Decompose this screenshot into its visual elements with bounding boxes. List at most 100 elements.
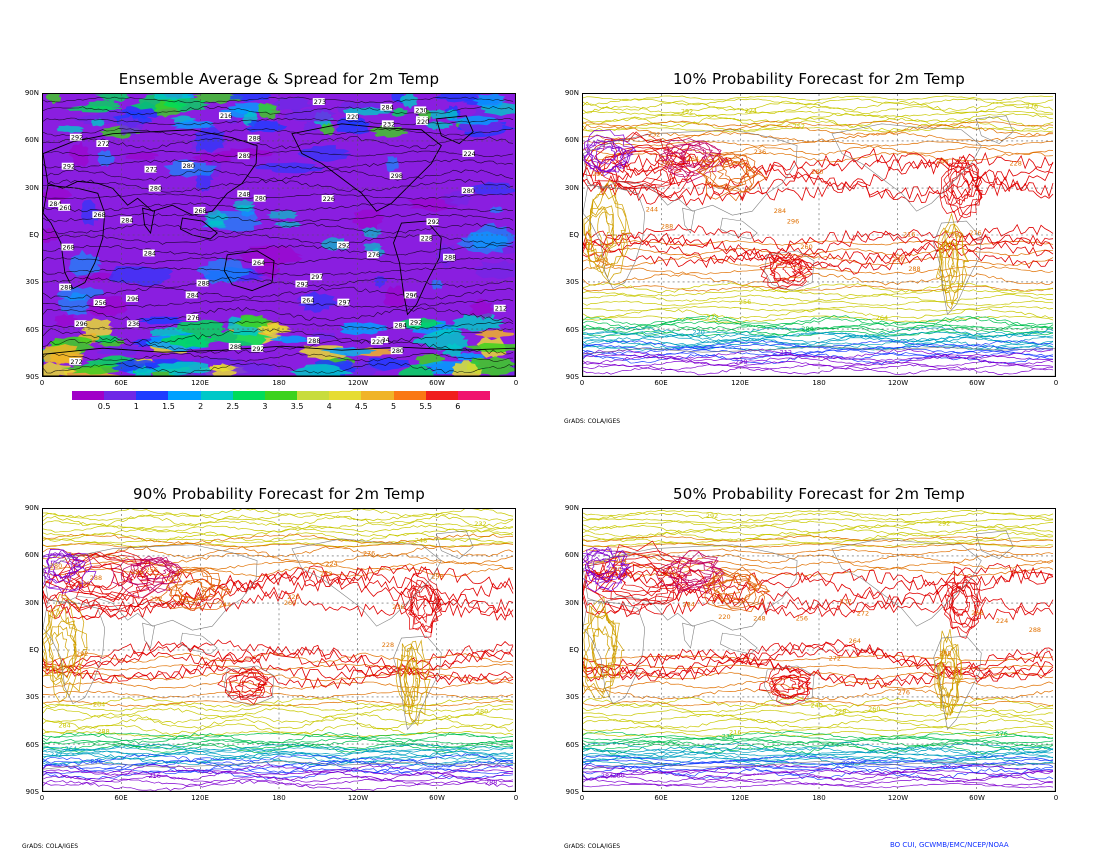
colorbar-swatch — [297, 391, 330, 400]
p50-forecast-map: 276 272 280 288 296 292 288 284 280 276 292 284 276 2… — [582, 508, 1056, 792]
svg-text:280: 280 — [150, 185, 162, 193]
contour-label: 232 — [474, 520, 486, 528]
contour-label: 280 — [181, 162, 195, 170]
contour-label: 280 — [609, 565, 621, 573]
contour-label: 260 — [800, 243, 812, 251]
coastlines — [43, 115, 515, 376]
svg-text:248: 248 — [238, 190, 250, 198]
longitude-label: 120W — [887, 794, 909, 802]
contour-label: 292 — [295, 280, 309, 288]
latitude-label: 90N — [564, 89, 579, 97]
contour-label: 276 — [366, 251, 380, 259]
contour-label: 268 — [92, 211, 106, 219]
contour-label: 260 — [284, 599, 296, 607]
latitude-label: 30N — [24, 598, 39, 607]
contour-label: 288 — [661, 223, 673, 231]
svg-text:296: 296 — [75, 320, 87, 328]
p10-forecast-map: 272 284 280 292 284 296 288 280 276 264 296 292 288 2… — [582, 93, 1056, 377]
longitude-label: 120E — [731, 794, 749, 802]
graticule — [583, 94, 1055, 376]
contour-label: 284 — [683, 600, 695, 608]
temperature-contours — [583, 95, 1054, 376]
contour-label: 284 — [48, 200, 62, 208]
colorbar-swatch — [200, 391, 234, 400]
latitude-label: 60N — [564, 551, 579, 560]
p90-panel-title: 90% Probability Forecast for 2m Temp — [133, 485, 425, 503]
contour-label: 280 — [612, 771, 624, 779]
contour-label: 296 — [787, 218, 799, 226]
svg-text:264: 264 — [302, 297, 314, 305]
contour-label: 240 — [811, 701, 823, 709]
colorbar-label: 1 — [133, 402, 139, 411]
svg-text:268: 268 — [93, 211, 105, 219]
contour-label: 224 — [996, 617, 1008, 625]
svg-text:297: 297 — [311, 273, 323, 281]
svg-text:260: 260 — [59, 204, 71, 212]
contour-label: 212 — [780, 349, 792, 357]
svg-text:292: 292 — [338, 241, 350, 249]
svg-text:256: 256 — [94, 299, 106, 307]
contour-label: 228 — [419, 235, 433, 243]
longitude-label: 0 — [39, 794, 45, 802]
svg-text:280: 280 — [463, 187, 475, 195]
author-credit: BO CUI, GCWMB/EMC/NCEP/NOAA — [890, 841, 1009, 849]
contour-label: 276 — [186, 314, 200, 322]
longitude-label: 120E — [731, 379, 749, 387]
svg-text:288: 288 — [198, 280, 210, 288]
contour-label: 228 — [1009, 160, 1021, 168]
contour-label: 292 — [76, 650, 88, 658]
colorbar-label: 3 — [262, 402, 268, 411]
contour-label: 244 — [219, 601, 231, 609]
svg-text:273: 273 — [314, 98, 326, 106]
longitude-label: 120W — [347, 379, 369, 387]
svg-text:284: 284 — [394, 322, 406, 330]
svg-text:298: 298 — [391, 172, 403, 180]
contour-label: 220 — [345, 113, 359, 121]
contour-label: 236 — [126, 320, 140, 328]
colorbar-swatch — [136, 391, 169, 400]
svg-text:272: 272 — [97, 140, 109, 148]
svg-text:288: 288 — [230, 343, 242, 351]
contour-label: 296 — [125, 295, 139, 303]
contour-label: 288 — [90, 574, 102, 582]
svg-text:272: 272 — [145, 166, 157, 174]
p90-forecast-map: 276 280 272 288 296 292 288 284 280 292 298 288 276 2… — [42, 508, 516, 792]
contour-label: 280 — [253, 195, 267, 203]
longitude-label: 180 — [812, 379, 826, 387]
contour-label: 256 — [796, 614, 808, 622]
contour-label: 280 — [811, 168, 823, 176]
contour-label: 288 — [59, 284, 72, 292]
contour-label: 272 — [857, 610, 869, 618]
latitude-label: 60N — [564, 136, 579, 145]
coastlines — [583, 530, 1055, 791]
contour-label: 268 — [193, 207, 207, 215]
svg-text:292: 292 — [410, 319, 422, 327]
contour-label: 284 — [951, 232, 963, 240]
colorbar-label: 5.5 — [419, 402, 433, 411]
contour-label: 292 — [251, 345, 265, 353]
latitude-label: 60S — [565, 740, 579, 749]
contour-label: 298 — [431, 572, 443, 580]
svg-text:284: 284 — [144, 249, 156, 257]
svg-text:292: 292 — [296, 280, 308, 288]
ensemble-spread-map: 272 273 272 284 288 268 276 280 276 288 284 296 288 2… — [42, 93, 516, 377]
longitude-label: 0 — [579, 794, 585, 802]
svg-text:230: 230 — [415, 106, 427, 114]
contour-label: 252 — [793, 123, 805, 131]
colorbar-label: 2.5 — [226, 402, 240, 411]
contour-label: 292 — [69, 134, 83, 142]
colorbar-swatch — [104, 391, 137, 400]
contour-label: 288 — [485, 778, 497, 786]
contour-label: 224 — [325, 560, 337, 568]
longitude-label: 60E — [114, 794, 128, 802]
contour-label: 292 — [426, 218, 440, 226]
land-contours — [583, 129, 983, 310]
latitude-label: EQ — [569, 231, 579, 239]
coastlines — [583, 115, 1055, 376]
longitude-label: 180 — [272, 794, 286, 802]
longitude-label: 60W — [429, 379, 445, 387]
contour-label: 264 — [93, 700, 105, 708]
contour-label: 292 — [408, 319, 422, 327]
contour-label: 248 — [735, 358, 747, 366]
contour-label: 280 — [461, 187, 475, 195]
